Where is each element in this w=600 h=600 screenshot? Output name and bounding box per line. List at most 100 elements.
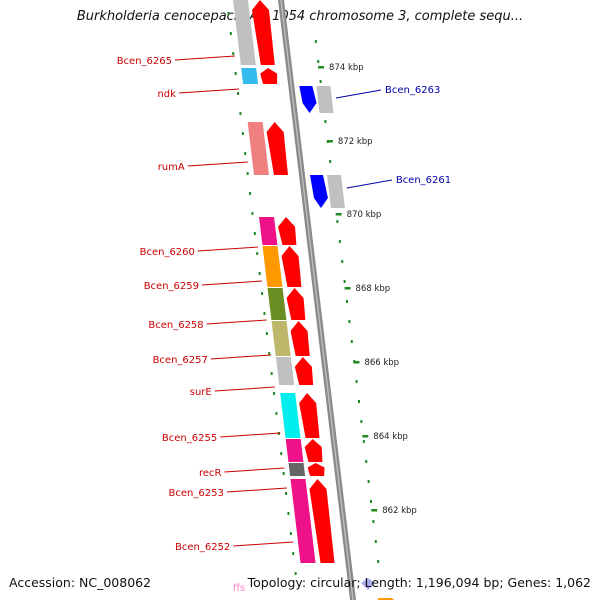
track-dot: [377, 560, 380, 563]
gene-features: [233, 0, 394, 600]
scale-tick-mark: [344, 287, 351, 290]
cds-arrow[interactable]: [299, 393, 320, 438]
gene-block[interactable]: [285, 439, 304, 462]
track-dot: [294, 572, 297, 575]
rna-marker[interactable]: [361, 578, 375, 590]
track-dot: [268, 352, 271, 355]
cds-arrow[interactable]: [252, 0, 275, 65]
gene-block[interactable]: [267, 288, 287, 320]
track-dot: [348, 320, 351, 323]
track-dot: [282, 472, 285, 475]
cds-arrow[interactable]: [266, 122, 288, 175]
gene-block[interactable]: [247, 122, 269, 175]
label-leader: [233, 541, 294, 547]
gene-label[interactable]: Bcen_6260: [140, 247, 195, 258]
gene-block[interactable]: [262, 246, 283, 287]
track-dot: [265, 332, 268, 335]
track-dot: [232, 52, 235, 55]
cds-arrow[interactable]: [304, 439, 323, 462]
scale-tick-mark: [318, 66, 325, 69]
scale-tick-label: 874 kbp: [329, 63, 364, 73]
cds-arrow[interactable]: [307, 463, 325, 476]
cds-arrow[interactable]: [294, 357, 314, 385]
gene-label[interactable]: ndk: [157, 89, 176, 100]
label-leader: [210, 354, 271, 360]
track-dot: [367, 480, 370, 483]
track-dot: [239, 112, 242, 115]
track-dot: [229, 32, 232, 35]
gene-label[interactable]: surE: [190, 387, 212, 398]
gene-block[interactable]: [280, 393, 301, 438]
gene-block[interactable]: [290, 479, 316, 563]
gene-block[interactable]: [288, 463, 306, 476]
scale-tick-label: 866 kbp: [364, 358, 399, 368]
cds-arrow-reverse[interactable]: [299, 86, 317, 113]
track-dot: [234, 72, 237, 75]
gene-label[interactable]: Bcen_6261: [396, 175, 451, 186]
accession-text: Accession: NC_008062: [9, 575, 152, 590]
gene-label[interactable]: Bcen_6265: [117, 56, 172, 67]
gene-label[interactable]: Bcen_6258: [148, 320, 203, 331]
gene-label[interactable]: Bcen_6263: [385, 85, 440, 96]
label-leader: [214, 386, 275, 392]
rna-label-ffs[interactable]: ffs: [233, 583, 245, 594]
cds-arrow[interactable]: [278, 217, 297, 245]
track-dot: [261, 292, 264, 295]
track-dot: [317, 60, 320, 63]
label-leader: [346, 179, 392, 189]
track-dot: [256, 252, 259, 255]
scale-ticks: 874 kbp 872 kbp 870 kbp 868 kbp 866 kbp 864 k…: [318, 63, 417, 516]
scale-tick-mark: [326, 140, 333, 143]
track-dot: [251, 212, 254, 215]
backbone-highlight: [280, 0, 354, 600]
track-dot: [341, 260, 344, 263]
gene-block[interactable]: [271, 321, 291, 356]
gene-label[interactable]: Bcen_6257: [153, 355, 208, 366]
cds-arrow-reverse[interactable]: [310, 175, 328, 208]
track-dot: [372, 520, 375, 523]
track-dot: [244, 152, 247, 155]
track-dot: [270, 372, 273, 375]
cds-arrow[interactable]: [286, 288, 306, 320]
gene-block[interactable]: [327, 175, 345, 208]
gene-label[interactable]: recR: [199, 468, 222, 479]
track-dot: [355, 380, 358, 383]
track-dot: [314, 40, 317, 43]
gene-block[interactable]: [275, 357, 295, 385]
gene-block[interactable]: [316, 86, 334, 113]
track-dot: [275, 412, 278, 415]
track-dot: [374, 540, 377, 543]
gene-label[interactable]: rumA: [158, 162, 185, 173]
track-dot: [324, 120, 327, 123]
label-leader: [226, 487, 287, 493]
label-leader: [335, 89, 382, 99]
gene-block[interactable]: [259, 217, 278, 245]
gene-block[interactable]: [241, 68, 259, 84]
track-dot: [249, 192, 252, 195]
track-dot: [336, 220, 339, 223]
track-dot: [329, 160, 332, 163]
cds-arrow[interactable]: [260, 68, 278, 84]
cds-arrow[interactable]: [281, 246, 302, 287]
cds-arrow[interactable]: [309, 479, 335, 563]
track-dot: [285, 492, 288, 495]
outer-dotted-track: [314, 40, 380, 563]
label-leader: [174, 55, 236, 61]
scale-tick-label: 864 kbp: [373, 432, 408, 442]
track-dot: [246, 172, 249, 175]
track-dot: [263, 312, 266, 315]
gene-block[interactable]: [233, 0, 256, 65]
gene-label[interactable]: Bcen_6252: [175, 542, 230, 553]
track-dot: [338, 240, 341, 243]
gene-label[interactable]: Bcen_6259: [144, 281, 199, 292]
track-dot: [365, 460, 368, 463]
track-dot: [280, 452, 283, 455]
inner-dotted-track: [227, 12, 297, 575]
label-leader: [178, 88, 239, 94]
cds-arrow[interactable]: [290, 321, 310, 356]
gene-label[interactable]: Bcen_6253: [169, 488, 224, 499]
gene-label[interactable]: Bcen_6255: [162, 433, 217, 444]
scale-tick-mark: [371, 509, 378, 512]
